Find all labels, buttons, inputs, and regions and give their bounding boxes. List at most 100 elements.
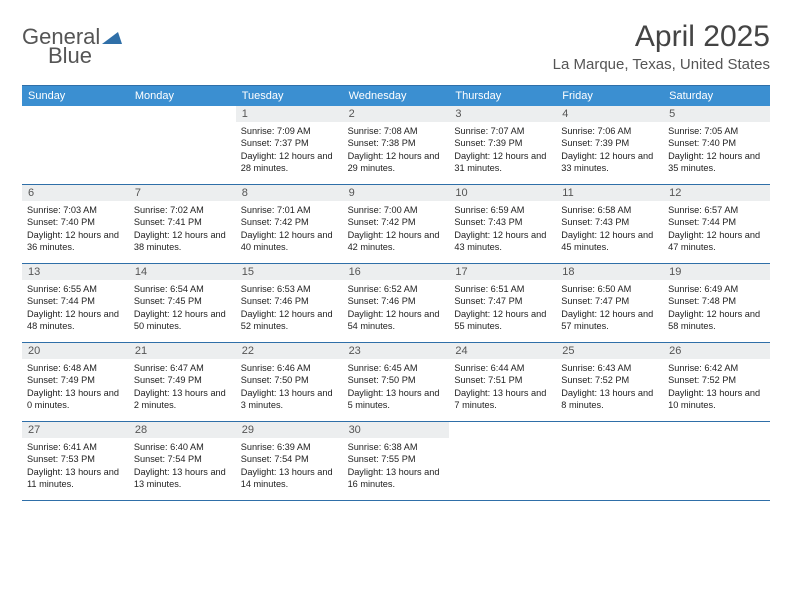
day-number: 29 bbox=[236, 422, 343, 438]
day-details: Sunrise: 6:50 AMSunset: 7:47 PMDaylight:… bbox=[556, 280, 663, 338]
day-cell: 19Sunrise: 6:49 AMSunset: 7:48 PMDayligh… bbox=[663, 264, 770, 342]
day-details: Sunrise: 6:48 AMSunset: 7:49 PMDaylight:… bbox=[22, 359, 129, 417]
day-details: Sunrise: 7:07 AMSunset: 7:39 PMDaylight:… bbox=[449, 122, 556, 180]
day-details: Sunrise: 6:57 AMSunset: 7:44 PMDaylight:… bbox=[663, 201, 770, 259]
day-cell: 8Sunrise: 7:01 AMSunset: 7:42 PMDaylight… bbox=[236, 185, 343, 263]
day-details: Sunrise: 6:38 AMSunset: 7:55 PMDaylight:… bbox=[343, 438, 450, 496]
day-number: 24 bbox=[449, 343, 556, 359]
empty-cell bbox=[449, 422, 556, 500]
day-of-week-header: Sunday bbox=[22, 86, 129, 106]
day-number: 7 bbox=[129, 185, 236, 201]
page-subtitle: La Marque, Texas, United States bbox=[553, 56, 770, 73]
day-number: 8 bbox=[236, 185, 343, 201]
day-cell: 22Sunrise: 6:46 AMSunset: 7:50 PMDayligh… bbox=[236, 343, 343, 421]
day-details: Sunrise: 6:44 AMSunset: 7:51 PMDaylight:… bbox=[449, 359, 556, 417]
day-cell: 23Sunrise: 6:45 AMSunset: 7:50 PMDayligh… bbox=[343, 343, 450, 421]
week-row: 1Sunrise: 7:09 AMSunset: 7:37 PMDaylight… bbox=[22, 106, 770, 185]
day-details: Sunrise: 6:40 AMSunset: 7:54 PMDaylight:… bbox=[129, 438, 236, 496]
day-number: 15 bbox=[236, 264, 343, 280]
day-details: Sunrise: 7:00 AMSunset: 7:42 PMDaylight:… bbox=[343, 201, 450, 259]
day-details: Sunrise: 6:47 AMSunset: 7:49 PMDaylight:… bbox=[129, 359, 236, 417]
day-number: 30 bbox=[343, 422, 450, 438]
day-number: 3 bbox=[449, 106, 556, 122]
day-details: Sunrise: 7:09 AMSunset: 7:37 PMDaylight:… bbox=[236, 122, 343, 180]
day-cell: 18Sunrise: 6:50 AMSunset: 7:47 PMDayligh… bbox=[556, 264, 663, 342]
day-cell: 10Sunrise: 6:59 AMSunset: 7:43 PMDayligh… bbox=[449, 185, 556, 263]
day-details: Sunrise: 6:54 AMSunset: 7:45 PMDaylight:… bbox=[129, 280, 236, 338]
day-details: Sunrise: 7:01 AMSunset: 7:42 PMDaylight:… bbox=[236, 201, 343, 259]
day-number: 22 bbox=[236, 343, 343, 359]
day-details: Sunrise: 6:53 AMSunset: 7:46 PMDaylight:… bbox=[236, 280, 343, 338]
day-number: 2 bbox=[343, 106, 450, 122]
day-cell: 25Sunrise: 6:43 AMSunset: 7:52 PMDayligh… bbox=[556, 343, 663, 421]
day-number: 20 bbox=[22, 343, 129, 359]
day-details: Sunrise: 7:03 AMSunset: 7:40 PMDaylight:… bbox=[22, 201, 129, 259]
week-row: 6Sunrise: 7:03 AMSunset: 7:40 PMDaylight… bbox=[22, 185, 770, 264]
day-cell: 11Sunrise: 6:58 AMSunset: 7:43 PMDayligh… bbox=[556, 185, 663, 263]
day-details: Sunrise: 6:43 AMSunset: 7:52 PMDaylight:… bbox=[556, 359, 663, 417]
day-number: 4 bbox=[556, 106, 663, 122]
day-number: 11 bbox=[556, 185, 663, 201]
day-details: Sunrise: 7:05 AMSunset: 7:40 PMDaylight:… bbox=[663, 122, 770, 180]
day-details: Sunrise: 6:55 AMSunset: 7:44 PMDaylight:… bbox=[22, 280, 129, 338]
day-details: Sunrise: 7:02 AMSunset: 7:41 PMDaylight:… bbox=[129, 201, 236, 259]
day-number: 12 bbox=[663, 185, 770, 201]
day-details: Sunrise: 6:45 AMSunset: 7:50 PMDaylight:… bbox=[343, 359, 450, 417]
day-of-week-header: Monday bbox=[129, 86, 236, 106]
logo: General Blue bbox=[22, 20, 122, 67]
day-cell: 21Sunrise: 6:47 AMSunset: 7:49 PMDayligh… bbox=[129, 343, 236, 421]
day-cell: 2Sunrise: 7:08 AMSunset: 7:38 PMDaylight… bbox=[343, 106, 450, 184]
day-details: Sunrise: 6:42 AMSunset: 7:52 PMDaylight:… bbox=[663, 359, 770, 417]
day-cell: 12Sunrise: 6:57 AMSunset: 7:44 PMDayligh… bbox=[663, 185, 770, 263]
day-number: 26 bbox=[663, 343, 770, 359]
day-cell: 9Sunrise: 7:00 AMSunset: 7:42 PMDaylight… bbox=[343, 185, 450, 263]
day-number: 9 bbox=[343, 185, 450, 201]
day-cell: 16Sunrise: 6:52 AMSunset: 7:46 PMDayligh… bbox=[343, 264, 450, 342]
day-cell: 17Sunrise: 6:51 AMSunset: 7:47 PMDayligh… bbox=[449, 264, 556, 342]
day-number: 1 bbox=[236, 106, 343, 122]
day-of-week-header: Saturday bbox=[663, 86, 770, 106]
day-number: 17 bbox=[449, 264, 556, 280]
day-details: Sunrise: 6:46 AMSunset: 7:50 PMDaylight:… bbox=[236, 359, 343, 417]
day-of-week-header: Wednesday bbox=[343, 86, 450, 106]
day-cell: 29Sunrise: 6:39 AMSunset: 7:54 PMDayligh… bbox=[236, 422, 343, 500]
day-number: 6 bbox=[22, 185, 129, 201]
day-number: 5 bbox=[663, 106, 770, 122]
empty-cell bbox=[129, 106, 236, 184]
page-title: April 2025 bbox=[553, 20, 770, 54]
day-details: Sunrise: 7:06 AMSunset: 7:39 PMDaylight:… bbox=[556, 122, 663, 180]
day-details: Sunrise: 6:51 AMSunset: 7:47 PMDaylight:… bbox=[449, 280, 556, 338]
day-cell: 27Sunrise: 6:41 AMSunset: 7:53 PMDayligh… bbox=[22, 422, 129, 500]
day-cell: 13Sunrise: 6:55 AMSunset: 7:44 PMDayligh… bbox=[22, 264, 129, 342]
day-of-week-header: Thursday bbox=[449, 86, 556, 106]
day-cell: 24Sunrise: 6:44 AMSunset: 7:51 PMDayligh… bbox=[449, 343, 556, 421]
day-of-week-header: Tuesday bbox=[236, 86, 343, 106]
empty-cell bbox=[556, 422, 663, 500]
day-of-week-header: Friday bbox=[556, 86, 663, 106]
calendar: SundayMondayTuesdayWednesdayThursdayFrid… bbox=[22, 85, 770, 501]
day-details: Sunrise: 6:52 AMSunset: 7:46 PMDaylight:… bbox=[343, 280, 450, 338]
day-cell: 6Sunrise: 7:03 AMSunset: 7:40 PMDaylight… bbox=[22, 185, 129, 263]
week-row: 13Sunrise: 6:55 AMSunset: 7:44 PMDayligh… bbox=[22, 264, 770, 343]
day-number: 13 bbox=[22, 264, 129, 280]
day-number: 25 bbox=[556, 343, 663, 359]
logo-text-blue: Blue bbox=[48, 45, 92, 67]
day-number: 27 bbox=[22, 422, 129, 438]
week-row: 20Sunrise: 6:48 AMSunset: 7:49 PMDayligh… bbox=[22, 343, 770, 422]
day-number: 21 bbox=[129, 343, 236, 359]
day-details: Sunrise: 7:08 AMSunset: 7:38 PMDaylight:… bbox=[343, 122, 450, 180]
day-number: 23 bbox=[343, 343, 450, 359]
day-number: 10 bbox=[449, 185, 556, 201]
header: General Blue April 2025 La Marque, Texas… bbox=[22, 20, 770, 73]
day-number: 28 bbox=[129, 422, 236, 438]
calendar-page: General Blue April 2025 La Marque, Texas… bbox=[0, 0, 792, 521]
week-row: 27Sunrise: 6:41 AMSunset: 7:53 PMDayligh… bbox=[22, 422, 770, 501]
day-details: Sunrise: 6:39 AMSunset: 7:54 PMDaylight:… bbox=[236, 438, 343, 496]
empty-cell bbox=[22, 106, 129, 184]
day-number: 16 bbox=[343, 264, 450, 280]
day-cell: 4Sunrise: 7:06 AMSunset: 7:39 PMDaylight… bbox=[556, 106, 663, 184]
day-cell: 7Sunrise: 7:02 AMSunset: 7:41 PMDaylight… bbox=[129, 185, 236, 263]
day-number: 19 bbox=[663, 264, 770, 280]
day-cell: 5Sunrise: 7:05 AMSunset: 7:40 PMDaylight… bbox=[663, 106, 770, 184]
day-details: Sunrise: 6:49 AMSunset: 7:48 PMDaylight:… bbox=[663, 280, 770, 338]
